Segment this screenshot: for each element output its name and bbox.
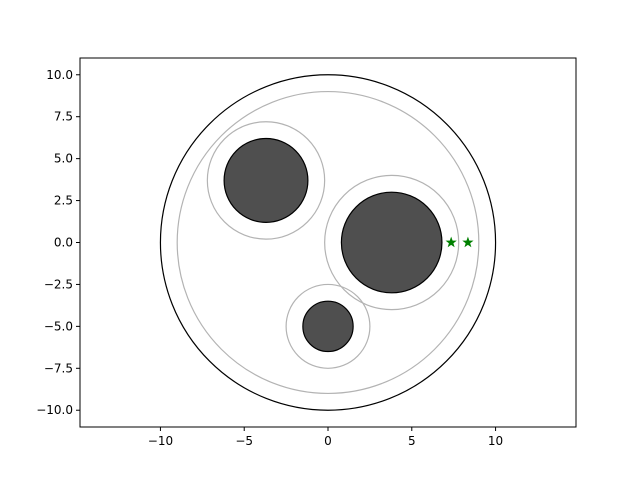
axes-frame	[79, 57, 577, 428]
disk-offset-circle-3	[285, 283, 371, 369]
y-tick-label: 10.0	[46, 68, 73, 82]
y-tick-label: 5.0	[54, 152, 73, 166]
y-tick-label: −10.0	[36, 403, 73, 417]
star-marker-1	[445, 236, 457, 248]
star-marker-2	[462, 236, 474, 248]
x-tick-label: 10	[488, 434, 503, 448]
inner-offset-circle	[176, 90, 480, 395]
plot-area	[159, 74, 497, 411]
x-axis: −10 −5 0 5 10	[148, 427, 503, 448]
y-tick-label: 2.5	[54, 194, 73, 208]
disk-offset-circle-1	[206, 121, 326, 240]
disk-2	[340, 191, 443, 294]
y-tick-label: 0.0	[54, 236, 73, 250]
disk-offset-circle-2	[324, 174, 460, 311]
x-tick-label: −10	[148, 434, 173, 448]
y-axis: −10.0 −7.5 −5.0 −2.5 0.0 2.5 5.0 7.5 10.0	[36, 68, 80, 417]
y-tick-label: 7.5	[54, 110, 73, 124]
y-tick-label: −5.0	[44, 319, 73, 333]
outer-circle	[159, 74, 497, 411]
disk-3	[302, 300, 354, 353]
y-tick-label: −2.5	[44, 277, 73, 291]
x-tick-label: 5	[408, 434, 416, 448]
disk-1	[223, 137, 309, 223]
x-tick-label: −5	[235, 434, 253, 448]
x-tick-label: 0	[324, 434, 332, 448]
y-tick-label: −7.5	[44, 361, 73, 375]
